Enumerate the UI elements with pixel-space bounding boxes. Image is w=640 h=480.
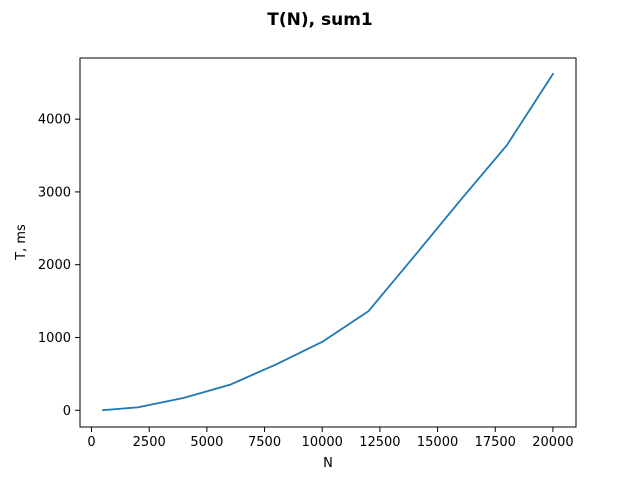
y-tick-label: 0: [63, 404, 71, 419]
x-tick-label: 17500: [475, 435, 516, 450]
y-tick-label: 2000: [38, 258, 71, 273]
plot-area: 0 2500 5000 7500 10000 12500 15000 17500 20000 0…: [38, 57, 577, 450]
x-tick-label: 5000: [190, 435, 223, 450]
series-line: [102, 72, 555, 412]
x-tick-label: 12500: [359, 435, 400, 450]
x-tick-label: 7500: [248, 435, 281, 450]
x-tick-label: 2500: [133, 435, 166, 450]
y-tick-label: 1000: [38, 331, 71, 346]
x-tick-label: 20000: [532, 435, 573, 450]
x-tick-label: 15000: [417, 435, 458, 450]
x-axis-label: N: [323, 456, 333, 471]
x-tick-label: 0: [87, 435, 95, 450]
x-tick-label: 10000: [302, 435, 343, 450]
series-group: [102, 72, 555, 412]
y-tick-label: 4000: [38, 113, 71, 128]
y-tick-label: 3000: [38, 185, 71, 200]
x-axis-ticks: 0 2500 5000 7500 10000 12500 15000 17500 20000: [87, 427, 574, 450]
y-axis-ticks: 0 1000 2000 3000 4000: [38, 113, 80, 419]
chart-title: T(N), sum1: [267, 10, 373, 30]
axes-frame: [79, 57, 577, 428]
y-axis-label: T, ms: [14, 224, 29, 261]
